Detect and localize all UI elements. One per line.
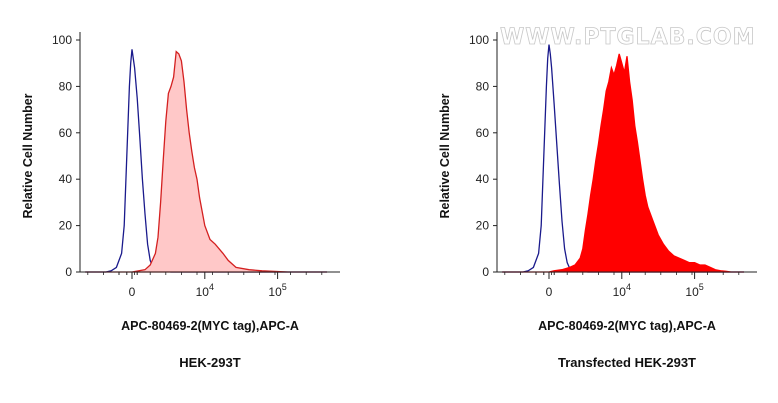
x-tick-label-2-2: 105 [685, 282, 703, 299]
y-tick-label-2-5: 100 [469, 33, 489, 47]
watermark-text: WWW.PTGLAB.COM [500, 25, 755, 50]
y-tick-label-1-1: 20 [59, 219, 73, 233]
sample-histogram-1 [85, 50, 327, 273]
y-tick-label-2-0: 0 [482, 265, 489, 279]
sample-histogram-2 [502, 53, 744, 273]
x-axis-title-2: APC-80469-2(MYC tag),APC-A [538, 319, 716, 333]
histogram-panels: 0 20 40 60 80 100 0 104 105 Relative Cell Number A… [21, 32, 757, 370]
y-tick-label-1-3: 60 [59, 126, 73, 140]
y-axis-title-2: Relative Cell Number [438, 93, 452, 218]
x-axis-title-1: APC-80469-2(MYC tag),APC-A [121, 319, 299, 333]
y-tick-label-1-2: 40 [59, 172, 73, 186]
y-tick-label-1-5: 100 [52, 33, 72, 47]
histogram-panel-2: 0 20 40 60 80 100 0 104 105 Relative Cell Number A… [438, 32, 757, 370]
x-tick-label-2-1: 104 [613, 282, 631, 299]
x-tick-label-1-0: 0 [129, 285, 136, 299]
y-tick-label-2-3: 60 [476, 126, 490, 140]
y-tick-label-2-4: 80 [476, 79, 490, 93]
x-tick-label-1-1: 104 [196, 282, 214, 299]
x-tick-label-1-2: 105 [268, 282, 286, 299]
y-tick-label-2-2: 40 [476, 172, 490, 186]
watermark: WWW.PTGLAB.COM [500, 25, 755, 51]
x-tick-label-2-0: 0 [546, 285, 553, 299]
panel-caption-1: HEK-293T [179, 355, 240, 370]
panel-caption-2: Transfected HEK-293T [558, 355, 696, 370]
histogram-panel-1: 0 20 40 60 80 100 0 104 105 Relative Cell Number A… [21, 32, 340, 370]
y-tick-label-2-1: 20 [476, 219, 490, 233]
y-axis-title-1: Relative Cell Number [21, 93, 35, 218]
y-tick-label-1-4: 80 [59, 79, 73, 93]
y-tick-label-1-0: 0 [65, 265, 72, 279]
